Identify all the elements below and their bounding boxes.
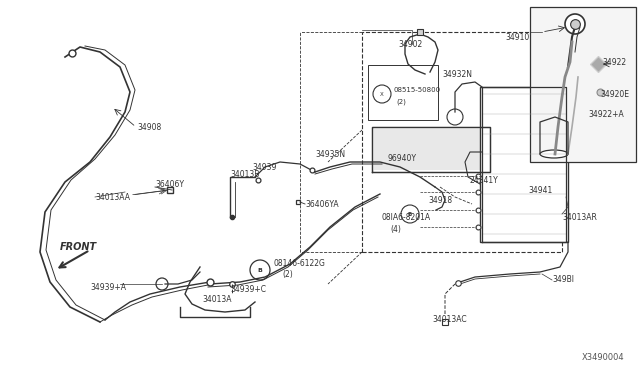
Ellipse shape	[540, 150, 568, 158]
Circle shape	[250, 260, 270, 280]
Text: 36406YA: 36406YA	[305, 199, 339, 208]
Text: 34013AC: 34013AC	[432, 315, 467, 324]
Text: 34013AA: 34013AA	[95, 192, 130, 202]
Text: 96940Y: 96940Y	[388, 154, 417, 163]
Bar	[530, 7, 636, 162]
Bar	[362, 32, 562, 252]
Text: 34922: 34922	[602, 58, 626, 67]
Text: 34922+A: 34922+A	[588, 109, 624, 119]
Text: 349BI: 349BI	[552, 276, 574, 285]
Text: (2): (2)	[396, 99, 406, 105]
Text: X3490004: X3490004	[582, 353, 625, 362]
Text: 34939: 34939	[252, 163, 276, 171]
Text: 34939+C: 34939+C	[230, 285, 266, 295]
Text: 34920E: 34920E	[600, 90, 629, 99]
Circle shape	[565, 14, 585, 34]
Text: 24341Y: 24341Y	[470, 176, 499, 185]
Text: 34908: 34908	[137, 122, 161, 131]
Text: 34013B: 34013B	[230, 170, 259, 179]
Text: 34935N: 34935N	[315, 150, 345, 158]
Text: 08146-6122G: 08146-6122G	[273, 260, 325, 269]
Text: 34013A: 34013A	[202, 295, 232, 305]
Circle shape	[373, 85, 391, 103]
Bar	[368, 65, 438, 120]
Text: 34941: 34941	[528, 186, 552, 195]
Circle shape	[401, 205, 419, 223]
Circle shape	[156, 278, 168, 290]
Text: 34902: 34902	[398, 39, 422, 48]
Text: 08IA6-8201A: 08IA6-8201A	[382, 212, 431, 221]
Text: (2): (2)	[282, 270, 292, 279]
FancyBboxPatch shape	[480, 87, 568, 242]
Circle shape	[447, 109, 463, 125]
Text: B: B	[257, 267, 262, 273]
Circle shape	[255, 265, 265, 275]
Text: 36406Y: 36406Y	[155, 180, 184, 189]
Text: 08515-50800: 08515-50800	[394, 87, 441, 93]
Text: 34939+A: 34939+A	[90, 282, 126, 292]
Bar	[374, 129, 488, 170]
Text: 34918: 34918	[428, 196, 452, 205]
Text: B: B	[408, 212, 412, 217]
Text: 34910: 34910	[505, 32, 529, 42]
Text: FRONT: FRONT	[60, 242, 97, 252]
Text: 34013AR: 34013AR	[562, 212, 597, 221]
Text: X: X	[380, 92, 384, 96]
Text: (4): (4)	[390, 224, 401, 234]
Text: 34932N: 34932N	[442, 70, 472, 78]
